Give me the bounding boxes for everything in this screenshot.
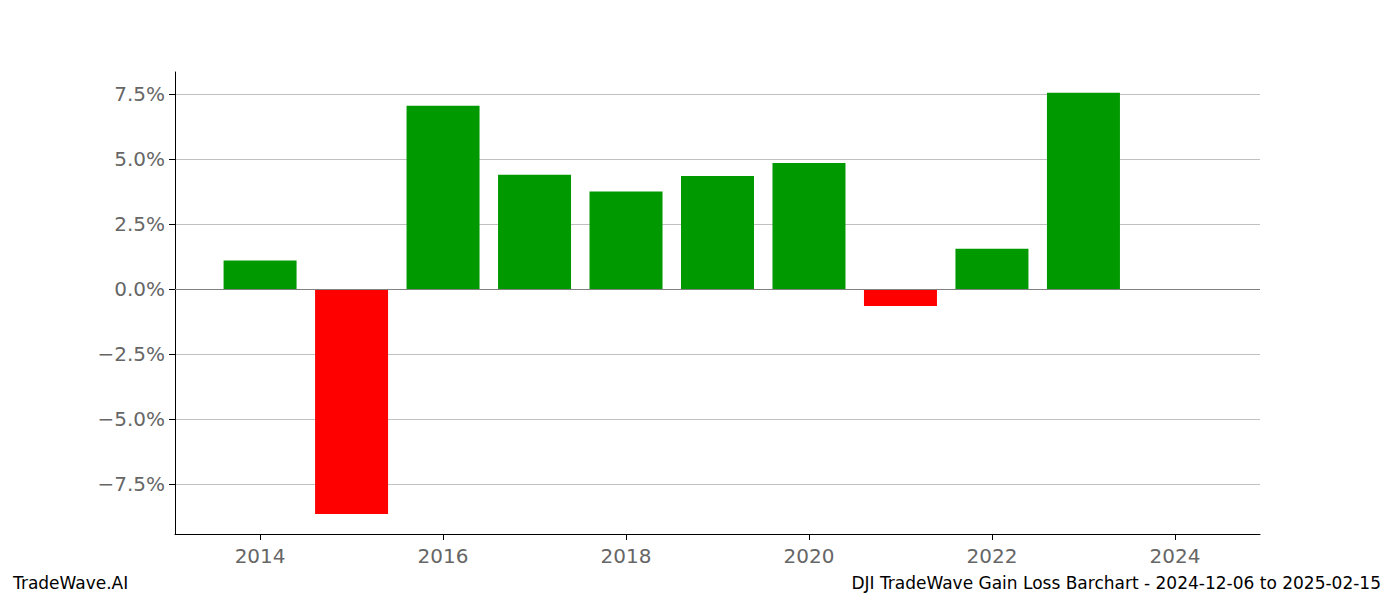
svg-text:2.5%: 2.5%	[114, 212, 165, 236]
svg-text:TradeWave.AI: TradeWave.AI	[12, 573, 128, 593]
svg-text:2022: 2022	[966, 544, 1017, 568]
svg-text:−5.0%: −5.0%	[97, 407, 165, 431]
svg-text:−7.5%: −7.5%	[97, 472, 165, 496]
svg-text:7.5%: 7.5%	[114, 82, 165, 106]
svg-text:0.0%: 0.0%	[114, 277, 165, 301]
svg-text:2024: 2024	[1149, 544, 1200, 568]
svg-text:DJI TradeWave Gain Loss Barcha: DJI TradeWave Gain Loss Barchart - 2024-…	[851, 573, 1381, 593]
svg-text:2018: 2018	[601, 544, 652, 568]
svg-text:2014: 2014	[235, 544, 286, 568]
svg-text:2016: 2016	[418, 544, 469, 568]
svg-text:2020: 2020	[784, 544, 835, 568]
svg-text:5.0%: 5.0%	[114, 147, 165, 171]
svg-text:−2.5%: −2.5%	[97, 342, 165, 366]
